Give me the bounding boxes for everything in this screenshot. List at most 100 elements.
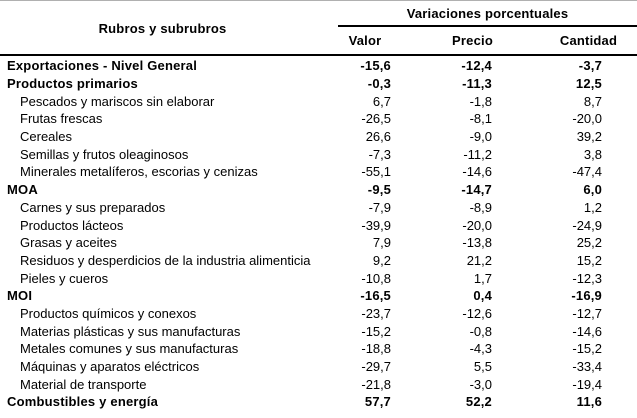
- cantidad-value: -47,4: [572, 164, 602, 180]
- row-label: Pescados y mariscos sin elaborar: [20, 93, 215, 109]
- precio-value: 21,2: [466, 252, 492, 268]
- precio-value: -12,6: [462, 305, 492, 321]
- table-row: Material de transporte -21,8 -3,0 -19,4: [0, 375, 637, 393]
- row-label: Semillas y frutos oleaginosos: [20, 146, 189, 162]
- table-row: Metales comunes y sus manufacturas -18,8…: [0, 340, 637, 358]
- precio-value: -1,8: [469, 93, 492, 109]
- column-header-precio: Precio: [452, 33, 493, 48]
- cantidad-value: -20,0: [572, 111, 602, 127]
- cantidad-value: -3,7: [578, 58, 602, 74]
- cantidad-value: -12,7: [572, 305, 602, 321]
- cantidad-value: -12,3: [572, 270, 602, 286]
- row-label: MOI: [7, 288, 33, 304]
- table-row: Minerales metalíferos, escorias y ceniza…: [0, 163, 637, 181]
- table-row: Pieles y cueros -10,8 1,7 -12,3: [0, 269, 637, 287]
- cantidad-value: 6,0: [583, 182, 602, 198]
- precio-value: 5,5: [473, 359, 492, 375]
- table-row: MOI -16,5 0,4 -16,9: [0, 287, 637, 305]
- table-row: Productos lácteos -39,9 -20,0 -24,9: [0, 216, 637, 234]
- precio-value: 52,2: [465, 394, 492, 410]
- precio-value: -14,7: [461, 182, 492, 198]
- cantidad-value: -19,4: [572, 376, 602, 392]
- table-row: Carnes y sus preparados -7,9 -8,9 1,2: [0, 199, 637, 217]
- table-row: Productos primarios -0,3 -11,3 12,5: [0, 75, 637, 93]
- row-label: MOA: [7, 182, 38, 198]
- cantidad-value: 15,2: [576, 252, 602, 268]
- cantidad-value: -14,6: [572, 323, 602, 339]
- valor-value: -10,8: [361, 270, 391, 286]
- valor-value: -23,7: [361, 305, 391, 321]
- table-row: Materias plásticas y sus manufacturas -1…: [0, 322, 637, 340]
- table-row: MOA -9,5 -14,7 6,0: [0, 181, 637, 199]
- precio-value: -12,4: [461, 58, 492, 74]
- valor-value: -29,7: [361, 359, 391, 375]
- cantidad-value: 39,2: [576, 129, 602, 145]
- row-label: Carnes y sus preparados: [20, 199, 166, 215]
- cantidad-value: 12,5: [575, 76, 602, 92]
- valor-value: 7,9: [372, 235, 391, 251]
- valor-value: 9,2: [372, 252, 391, 268]
- table-row: Máquinas y aparatos eléctricos -29,7 5,5…: [0, 358, 637, 376]
- row-label: Cereales: [20, 129, 73, 145]
- table-row: Combustibles y energía 57,7 52,2 11,6: [0, 393, 637, 411]
- cantidad-value: -16,9: [571, 288, 602, 304]
- column-header-valor: Valor: [348, 33, 382, 48]
- table-row: Pescados y mariscos sin elaborar 6,7 -1,…: [0, 92, 637, 110]
- row-label: Minerales metalíferos, escorias y ceniza…: [20, 164, 258, 180]
- valor-value: -0,3: [367, 76, 391, 92]
- precio-value: -3,0: [469, 376, 492, 392]
- row-label: Material de transporte: [20, 376, 147, 392]
- row-label: Grasas y aceites: [20, 235, 117, 251]
- precio-value: -11,3: [462, 76, 492, 92]
- row-label: Productos químicos y conexos: [20, 305, 197, 321]
- column-header-cantidad: Cantidad: [559, 33, 618, 48]
- valor-value: -15,6: [360, 58, 391, 74]
- precio-value: -14,6: [462, 164, 492, 180]
- valor-value: -55,1: [361, 164, 391, 180]
- precio-value: -8,9: [469, 199, 492, 215]
- table-body: Exportaciones - Nivel General -15,6 -12,…: [0, 56, 637, 411]
- row-label: Residuos y desperdicios de la industria …: [20, 252, 311, 268]
- row-group-column-header: Rubros y subrubros: [98, 21, 227, 36]
- precio-value: -13,8: [462, 235, 492, 251]
- cantidad-value: 11,6: [576, 394, 602, 410]
- valor-value: -16,5: [360, 288, 391, 304]
- row-label: Combustibles y energía: [7, 394, 159, 410]
- valor-value: -7,3: [368, 146, 391, 162]
- row-label: Productos lácteos: [20, 217, 124, 233]
- table-header: Rubros y subrubros Variaciones porcentua…: [0, 1, 637, 56]
- row-label: Materias plásticas y sus manufacturas: [20, 323, 241, 339]
- row-label: Frutas frescas: [20, 111, 103, 127]
- table-row: Grasas y aceites 7,9 -13,8 25,2: [0, 234, 637, 252]
- valor-value: -7,9: [368, 199, 391, 215]
- valor-value: -39,9: [361, 217, 391, 233]
- row-label: Pieles y cueros: [20, 270, 109, 286]
- precio-value: -9,0: [469, 129, 492, 145]
- precio-value: 1,7: [473, 270, 492, 286]
- table-row: Cereales 26,6 -9,0 39,2: [0, 128, 637, 146]
- cantidad-value: -24,9: [572, 217, 602, 233]
- cantidad-value: 1,2: [583, 199, 602, 215]
- row-label: Exportaciones - Nivel General: [7, 58, 198, 74]
- row-label: Máquinas y aparatos eléctricos: [20, 359, 200, 375]
- cantidad-value: -33,4: [572, 359, 602, 375]
- precio-value: -8,1: [469, 111, 492, 127]
- valor-value: -15,2: [361, 323, 391, 339]
- table-row: Residuos y desperdicios de la industria …: [0, 252, 637, 270]
- row-label: Metales comunes y sus manufacturas: [20, 341, 239, 357]
- valor-value: -26,5: [361, 111, 391, 127]
- precio-value: -11,2: [463, 146, 492, 162]
- row-label: Productos primarios: [7, 76, 138, 92]
- precio-value: -20,0: [462, 217, 492, 233]
- valor-value: 57,7: [364, 394, 391, 410]
- valor-value: -9,5: [367, 182, 391, 198]
- column-group-header: Variaciones porcentuales: [338, 3, 637, 27]
- valor-value: -21,8: [361, 376, 391, 392]
- valor-value: 26,6: [365, 129, 391, 145]
- precio-value: 0,4: [473, 288, 492, 304]
- table-row: Frutas frescas -26,5 -8,1 -20,0: [0, 110, 637, 128]
- table-row: Productos químicos y conexos -23,7 -12,6…: [0, 305, 637, 323]
- valor-value: -18,8: [361, 341, 391, 357]
- cantidad-value: 8,7: [583, 93, 602, 109]
